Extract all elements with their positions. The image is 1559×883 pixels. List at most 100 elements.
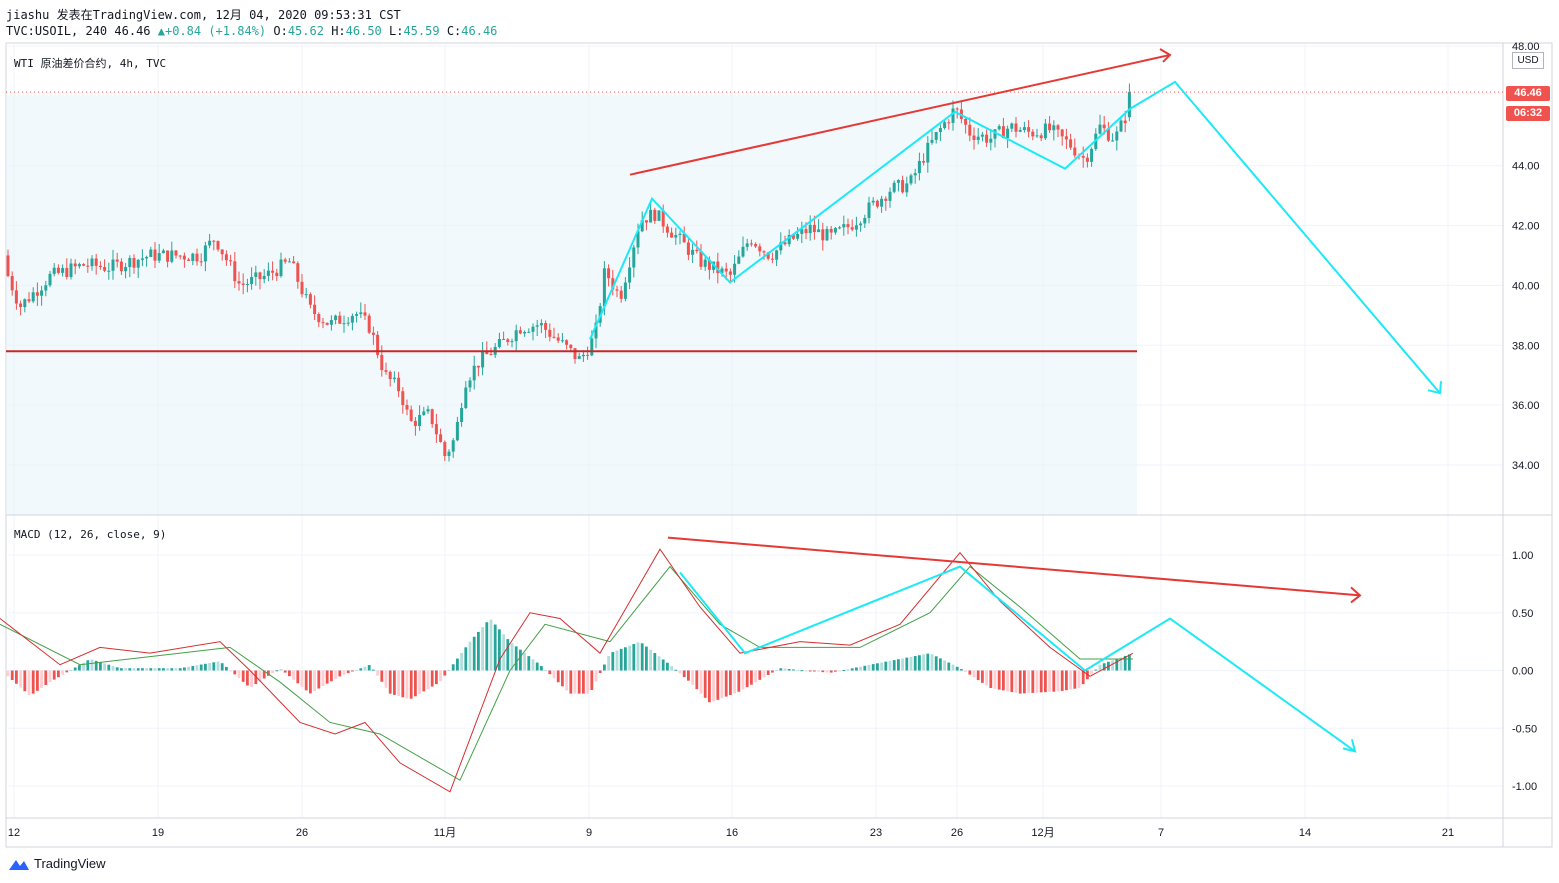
macd-hist-bar-down	[321, 670, 325, 687]
macd-hist-bar-up	[855, 667, 858, 671]
candle-down	[552, 336, 556, 338]
drawings-layer	[6, 48, 1442, 753]
candle-up	[1111, 140, 1115, 142]
candle-down	[1014, 123, 1018, 132]
candle-down	[569, 344, 573, 349]
candle-up	[888, 191, 892, 201]
candle-up	[733, 263, 737, 275]
macd-hist-bar-up	[162, 668, 165, 671]
candle-down	[430, 409, 434, 425]
macd-hist-bar-down	[246, 670, 249, 686]
candle-up	[796, 233, 800, 239]
macd-hist-bar-up	[880, 662, 883, 671]
macd-hist-bar-down	[1014, 670, 1018, 693]
macd-hist-bar-up	[460, 652, 463, 671]
candle-up	[31, 292, 35, 302]
candle-down	[229, 260, 233, 262]
candle-up	[951, 108, 955, 123]
macd-hist-bar-down	[687, 670, 690, 681]
price-tick-label: 40.00	[1512, 280, 1540, 292]
macd-hist-bar-up	[897, 659, 900, 671]
candle-up	[52, 267, 56, 274]
candle-up	[464, 387, 468, 409]
candle-down	[115, 259, 119, 262]
macd-hist-bar-down	[250, 670, 253, 687]
candle-down	[103, 267, 107, 271]
candle-up	[691, 249, 695, 255]
macd-hist-bar-up	[661, 659, 665, 671]
macd-hist-bar-down	[582, 670, 585, 694]
candle-down	[6, 255, 10, 276]
candle-down	[615, 289, 619, 291]
candle-down	[413, 420, 417, 427]
candle-up	[917, 160, 921, 174]
candle-down	[241, 283, 245, 285]
candle-down	[812, 224, 816, 233]
macd-hist-bar-up	[90, 659, 94, 671]
macd-hist-bar-up	[913, 656, 917, 671]
candle-down	[321, 322, 325, 324]
macd-hist-bar-down	[40, 670, 43, 688]
candle-down	[770, 258, 774, 260]
candle-down	[56, 267, 60, 273]
macd-hist-bar-down	[745, 670, 749, 688]
macd-hist-bar-up	[481, 627, 484, 671]
candle-up	[657, 210, 661, 221]
candle-down	[875, 200, 879, 207]
candle-up	[40, 290, 44, 296]
macd-hist-bar-down	[233, 670, 237, 675]
macd-hist-bar-down	[964, 670, 967, 672]
macd-hist-bar-up	[120, 668, 123, 671]
candle-up	[208, 240, 212, 246]
currency-unit-button[interactable]: USD	[1512, 52, 1544, 69]
time-tick-label: 9	[586, 827, 592, 839]
candle-down	[317, 314, 321, 323]
macd-hist-bar-down	[821, 670, 825, 673]
macd-hist-bar-up	[888, 660, 892, 671]
footer-brand[interactable]: TradingView	[8, 856, 106, 871]
price-axis[interactable]: 34.00 36.00 38.00 40.00 42.00 44.00 48.00	[1512, 41, 1540, 472]
macd-hist-bar-down	[1010, 670, 1014, 693]
price-tick-label: 38.00	[1512, 340, 1540, 352]
candle-up	[674, 235, 678, 238]
macd-hist-bar-down	[52, 670, 56, 680]
macd-hist-bar-down	[23, 670, 27, 692]
candle-up	[510, 341, 514, 343]
time-axis[interactable]: 12 19 26 11月 9 16 23 26 12月 7 14 21	[8, 827, 1454, 839]
macd-hist-bar-down	[682, 670, 686, 678]
macd-hist-bar-down	[985, 670, 988, 686]
time-tick-label: 14	[1299, 827, 1311, 839]
candle-up	[989, 138, 993, 143]
symbol-quote-line: TVC:USOIL, 240 46.46 ▲+0.84 (+1.84%) O:4…	[6, 24, 497, 38]
candle-down	[195, 253, 199, 262]
macd-hist-bar-down	[422, 670, 426, 692]
macd-hist-bar-down	[376, 670, 379, 676]
macd-hist-bar-up	[645, 646, 648, 671]
macd-hist-bar-up	[493, 624, 497, 671]
candle-down	[397, 377, 401, 392]
macd-hist-bar-up	[540, 666, 543, 671]
macd-hist-bar-down	[750, 670, 753, 685]
macd-hist-bar-down	[439, 670, 442, 682]
candle-down	[476, 365, 480, 368]
macd-hist-bar-up	[69, 669, 73, 671]
macd-hist-bar-down	[548, 670, 552, 675]
candle-up	[905, 183, 909, 193]
macd-hist-bar-up	[926, 653, 930, 671]
price-tick-label: 44.00	[1512, 161, 1540, 173]
candle-up	[455, 422, 459, 441]
candle-up	[1035, 135, 1039, 137]
candle-up	[468, 380, 472, 388]
candle-up	[124, 267, 128, 272]
macd-axis[interactable]: 1.00 0.50 0.00 -0.50 -1.00	[1512, 550, 1537, 793]
candle-up	[909, 175, 913, 184]
macd-hist-bar-up	[523, 652, 526, 671]
macd-hist-bar-down	[1044, 670, 1047, 693]
macd-hist-bar-up	[178, 668, 182, 671]
candle-down	[1056, 125, 1060, 130]
macd-hist-bar-down	[61, 670, 64, 675]
candle-up	[1052, 125, 1056, 131]
macd-tick-label: -1.00	[1512, 781, 1537, 793]
candle-down	[1027, 127, 1031, 132]
